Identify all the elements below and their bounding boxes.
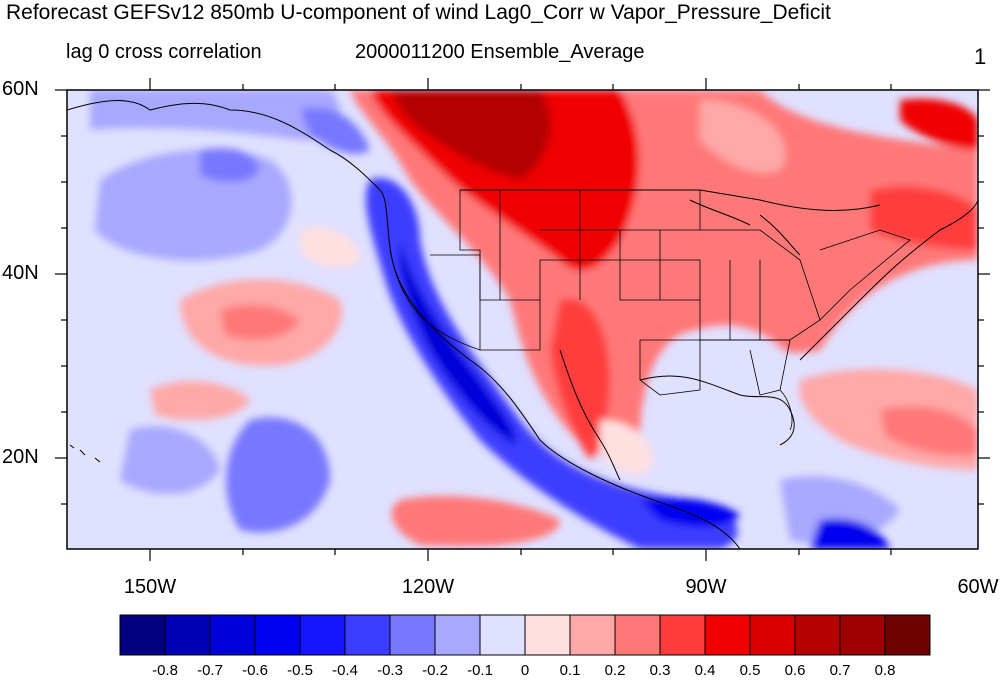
colorbar-swatch [884, 614, 931, 656]
colorbar-label: 0.3 [649, 662, 671, 679]
colorbar-swatch [614, 614, 661, 656]
lat-label-40n: 40N [2, 262, 39, 284]
colorbar-label: -0.2 [422, 662, 448, 679]
colorbar-label: 0.5 [739, 662, 761, 679]
colorbar-label: -0.7 [197, 662, 223, 679]
colorbar-swatch [299, 614, 346, 656]
colorbar [119, 614, 931, 656]
lon-label-120w: 120W [401, 576, 455, 598]
colorbar-swatch [749, 614, 796, 656]
colorbar-swatch [794, 614, 841, 656]
colorbar-label: 0.1 [559, 662, 581, 679]
colorbar-swatch [389, 614, 436, 656]
colorbar-swatch [119, 614, 166, 656]
colorbar-swatch [704, 614, 751, 656]
colorbar-swatch [659, 614, 706, 656]
coastlines [67, 100, 978, 549]
colorbar-swatch [479, 614, 526, 656]
colorbar-label: 0.7 [829, 662, 851, 679]
lon-label-60w: 60W [957, 576, 999, 598]
contour-field [67, 90, 978, 549]
colorbar-swatch [344, 614, 391, 656]
colorbar-label: -0.3 [377, 662, 403, 679]
colorbar-swatch [434, 614, 481, 656]
lon-label-90w: 90W [685, 576, 727, 598]
colorbar-swatch [254, 614, 301, 656]
colorbar-swatch [839, 614, 886, 656]
frame-number: 1 [974, 44, 987, 69]
colorbar-label: -0.1 [467, 662, 493, 679]
colorbar-label: 0 [520, 662, 530, 679]
map-ticks [55, 78, 990, 561]
lat-label-20n: 20N [2, 446, 39, 468]
map-title: Reforecast GEFSv12 850mb U-component of … [6, 1, 831, 24]
lon-label-150w: 150W [123, 576, 177, 598]
colorbar-label: 0.4 [694, 662, 716, 679]
state-boundaries [389, 189, 911, 431]
colorbar-swatch [524, 614, 571, 656]
colorbar-label: -0.6 [242, 662, 268, 679]
colorbar-label: 0.2 [604, 662, 626, 679]
subtitle-center: 2000011200 Ensemble_Average [355, 41, 645, 63]
colorbar-label: -0.4 [332, 662, 358, 679]
lat-label-60n: 60N [2, 78, 39, 100]
colorbar-label: 0.6 [784, 662, 806, 679]
colorbar-swatch [164, 614, 211, 656]
colorbar-swatch [569, 614, 616, 656]
subtitle-left: lag 0 cross correlation [66, 41, 262, 63]
colorbar-swatch [209, 614, 256, 656]
colorbar-label: 0.8 [874, 662, 896, 679]
colorbar-label: -0.5 [287, 662, 313, 679]
colorbar-label: -0.8 [152, 662, 178, 679]
